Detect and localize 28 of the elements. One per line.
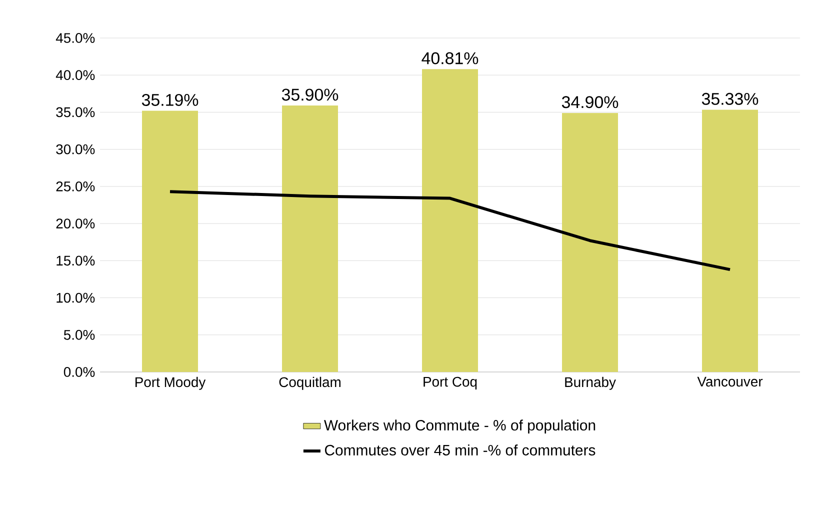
bar [422,69,478,372]
y-tick-label: 0.0% [64,367,95,377]
y-tick-label: 30.0% [56,144,95,154]
data-label: 34.90% [562,96,618,108]
bar [282,106,338,372]
y-tick-label: 15.0% [56,256,95,266]
line-series [168,190,732,272]
data-label: 35.90% [282,88,338,101]
y-tick-label: 40.0% [56,70,95,80]
y-tick-label: 45.0% [56,33,95,43]
data-label: 35.19% [142,94,198,106]
x-tick-label: Port Coq [424,376,477,390]
x-tick-label: Port Moody [135,376,206,390]
y-tick-label: 25.0% [56,181,95,192]
bar [562,112,618,372]
x-tick-label: Burnaby [565,376,616,390]
data-label: 40.81% [422,52,478,64]
y-tick-label: 35.0% [56,107,95,118]
x-tick-label: Coquitlam [279,376,340,390]
y-tick-label: 20.0% [56,218,95,228]
x-tick-label: Vancouver [697,376,763,387]
bar [142,110,198,372]
bar [702,110,758,372]
data-label: 35.33% [702,92,758,105]
y-tick-label: 10.0% [56,292,95,303]
legend-label: Workers who Commute - % of population [324,420,596,434]
y-tick-label: 5.0% [64,330,95,340]
legend-label: Commutes over 45 min -% of commuters [324,444,596,456]
